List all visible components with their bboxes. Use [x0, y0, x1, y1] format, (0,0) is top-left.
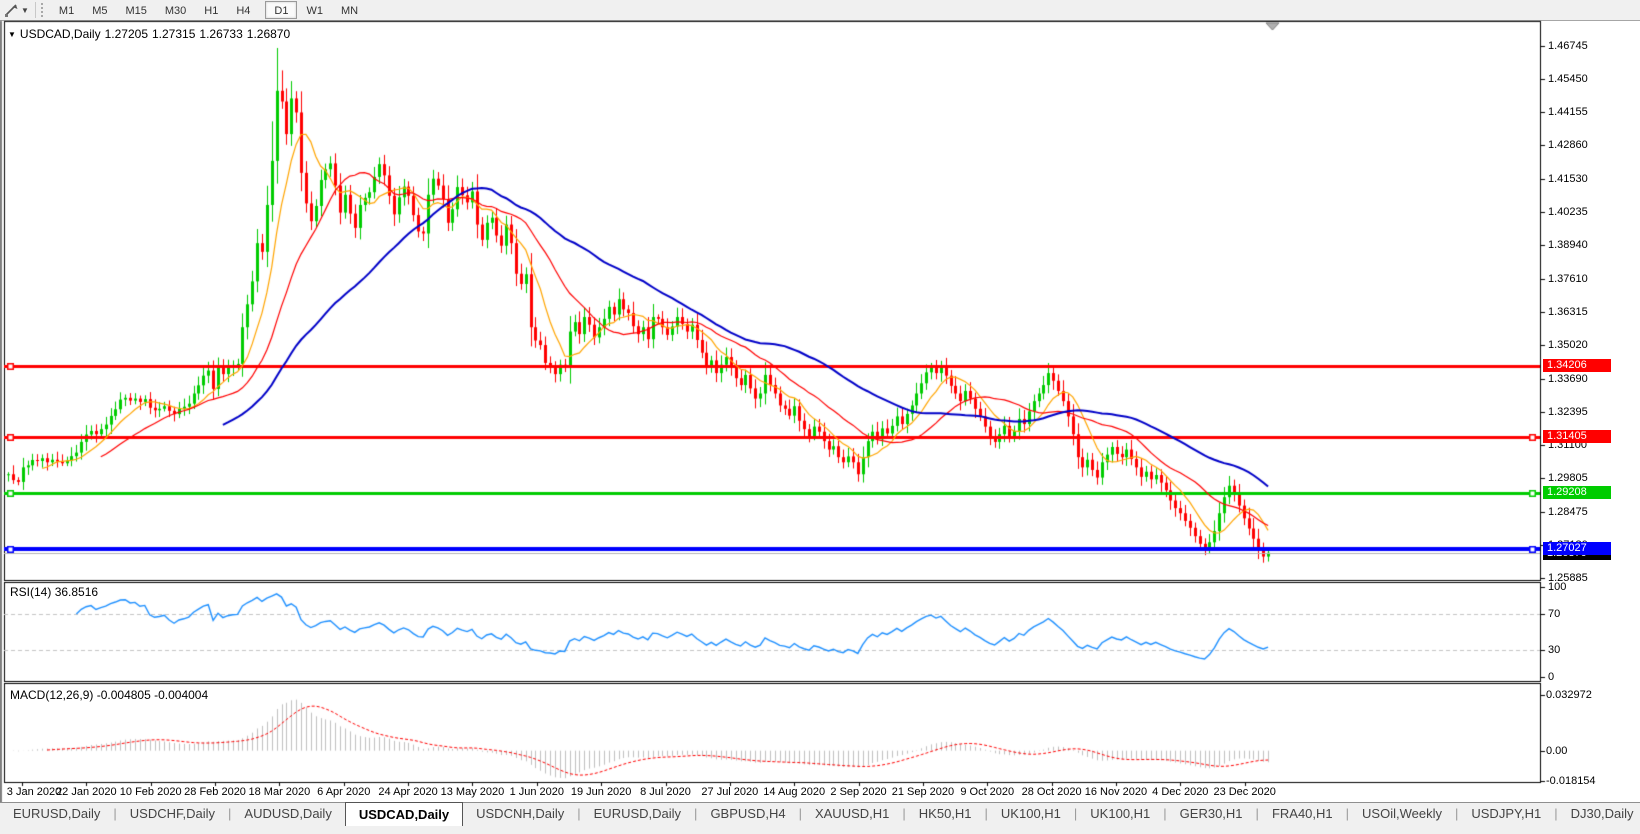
tab-separator: | [694, 806, 698, 821]
tab-separator: | [577, 806, 581, 821]
price-axis-label: 1.33690 [1548, 372, 1588, 385]
price-axis-label: 1.28475 [1548, 505, 1588, 518]
tab-uk100-h1[interactable]: UK100,H1 [1000, 806, 1061, 821]
date-axis-label: 16 Nov 2020 [1084, 786, 1148, 798]
tab-usdcnh-daily[interactable]: USDCNH,Daily [476, 806, 565, 821]
hline-price-badge: 1.31405 [1543, 430, 1611, 444]
tab-uk100-h1[interactable]: UK100,H1 [1090, 806, 1151, 821]
date-axis-label: 9 Oct 2020 [960, 786, 1015, 798]
tab-usdjpy-h1[interactable]: USDJPY,H1 [1471, 806, 1542, 821]
tab-xauusd-h1[interactable]: XAUUSD,H1 [814, 806, 890, 821]
macd-axis-label: 0.032972 [1546, 689, 1592, 702]
rsi-axis-label: 0 [1548, 671, 1555, 683]
chart-title-arrow-icon[interactable]: ▼ [8, 30, 16, 39]
rsi-label-row: RSI(14) 36.8516 [10, 585, 98, 599]
ohlc-close: 1.26870 [246, 27, 291, 41]
tab-fra40-h1[interactable]: FRA40,H1 [1271, 806, 1333, 821]
hline-price-badge: 1.27027 [1543, 541, 1611, 555]
rsi-axis-label: 100 [1548, 581, 1567, 593]
chart-tab-bar: EURUSD,Daily | USDCHF,Daily | AUDUSD,Daily US… [0, 802, 1640, 834]
macd-axis-label: -0.018154 [1546, 775, 1596, 788]
tab-separator: | [1554, 806, 1558, 821]
ohlc-open: 1.27205 [104, 27, 148, 41]
date-axis-label: 24 Apr 2020 [378, 786, 438, 798]
date-axis-label: 1 Jun 2020 [509, 786, 565, 798]
tab-separator: | [1345, 806, 1350, 821]
price-axis-label: 1.36315 [1548, 306, 1588, 319]
hline-price-badge: 1.29208 [1543, 486, 1611, 500]
price-axis-label: 1.29805 [1548, 471, 1588, 484]
date-axis-label: 4 Dec 2020 [1152, 786, 1209, 798]
price-axis-label: 1.25885 [1548, 571, 1588, 584]
date-axis-label: 8 Jul 2020 [640, 786, 691, 798]
tab-eurusd-daily[interactable]: EURUSD,Daily [13, 806, 101, 821]
tab-usdchf-daily[interactable]: USDCHF,Daily [129, 806, 216, 821]
date-axis-label: 28 Oct 2020 [1021, 786, 1082, 798]
chart-symbol-label: USDCAD,Daily [19, 27, 101, 41]
price-axis-label: 1.41530 [1548, 173, 1588, 186]
price-axis-label: 1.37610 [1548, 273, 1588, 286]
price-axis-label: 1.35020 [1548, 339, 1588, 352]
macd-main-value: -0.004805 [96, 688, 151, 702]
date-axis-label: 2 Sep 2020 [830, 786, 887, 798]
tab-hk50-h1[interactable]: HK50,H1 [918, 806, 972, 821]
date-axis-label: 19 Jun 2020 [570, 786, 632, 798]
hline-price-badge: 1.34206 [1543, 358, 1611, 372]
tab-separator: | [1454, 806, 1459, 821]
price-axis-label: 1.32395 [1548, 405, 1588, 418]
tab-separator: | [1073, 806, 1078, 821]
price-axis-label: 1.46745 [1548, 40, 1588, 53]
ohlc-low: 1.26733 [199, 27, 243, 41]
tab-gbpusd-h4[interactable]: GBPUSD,H4 [710, 806, 786, 821]
date-axis-label: 23 Dec 2020 [1213, 786, 1276, 798]
tab-ger30-h1[interactable]: GER30,H1 [1179, 806, 1243, 821]
date-axis-label: 14 Aug 2020 [763, 786, 826, 798]
price-axis-label: 1.45450 [1548, 73, 1588, 86]
date-axis-label: 18 Mar 2020 [248, 786, 311, 798]
macd-axis-label: 0.00 [1546, 744, 1568, 757]
tab-separator: | [228, 806, 232, 821]
date-axis-label: 10 Feb 2020 [119, 786, 182, 798]
price-axis-label: 1.44155 [1548, 106, 1588, 119]
tab-dj30-daily[interactable]: DJ30,Daily [1570, 806, 1634, 821]
tab-separator: | [798, 806, 802, 821]
date-axis-label: 22 Jan 2020 [56, 786, 117, 798]
macd-signal-value: -0.004004 [154, 688, 209, 702]
macd-indicator-label: MACD(12,26,9) [10, 688, 94, 702]
date-axis-label: 13 May 2020 [440, 786, 505, 798]
tab-separator: | [984, 806, 988, 821]
rsi-axis-label: 70 [1548, 608, 1561, 620]
date-axis-label: 27 Jul 2020 [701, 786, 759, 798]
tab-usoil-weekly[interactable]: USOil,Weekly [1362, 806, 1442, 821]
tab-separator: | [1163, 806, 1167, 821]
tab-audusd-daily[interactable]: AUDUSD,Daily [244, 806, 332, 821]
ohlc-high: 1.27315 [152, 27, 196, 41]
date-axis-label: 21 Sep 2020 [891, 786, 955, 798]
tab-eurusd-daily[interactable]: EURUSD,Daily [593, 806, 682, 821]
tab-separator: | [902, 806, 906, 821]
tab-separator: | [113, 806, 117, 821]
date-axis-label: 6 Apr 2020 [317, 786, 371, 798]
date-axis-label: 3 Jan 2020 [6, 786, 62, 798]
date-axis-label: 28 Feb 2020 [184, 786, 246, 798]
chart-title: ▼ USDCAD,Daily 1.27205 1.27315 1.26733 1.2687… [8, 27, 294, 41]
rsi-indicator-label: RSI(14) [10, 585, 52, 599]
price-axis-label: 1.38940 [1548, 239, 1588, 252]
price-axis-label: 1.42860 [1548, 139, 1588, 152]
rsi-value: 36.8516 [54, 585, 99, 599]
tab-usdcad-daily[interactable]: USDCAD,Daily [344, 802, 464, 826]
rsi-axis-label: 30 [1548, 644, 1561, 656]
macd-label-row: MACD(12,26,9) -0.004805 -0.004004 [10, 688, 208, 702]
price-axis-label: 1.40235 [1548, 206, 1588, 219]
tab-separator: | [1255, 806, 1259, 821]
